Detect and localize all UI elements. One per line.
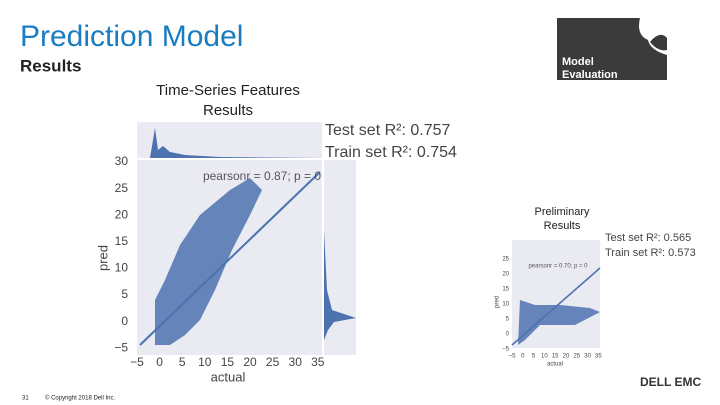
y-tick-label: 5 [506,317,510,323]
x-tick-label: −5 [509,354,517,360]
metric: Test set R²: 0.565 [605,232,691,244]
x-axis-label: actual [211,369,246,384]
caption: Results [544,220,581,232]
x-tick-label: −5 [130,355,144,369]
metric: Train set R²: 0.754 [325,144,457,161]
scatter-cloud [155,178,262,345]
badge-text: Evaluation [562,69,618,81]
x-tick-label: 5 [179,355,186,369]
y-tick-label: 25 [115,181,129,195]
x-tick-label: 35 [311,355,325,369]
y-tick-label: 25 [502,257,509,263]
caption: Results [203,102,253,119]
x-tick-label: 0 [521,354,525,360]
x-tick-label: 0 [156,355,163,369]
y-tick-label: 15 [115,234,129,248]
x-tick-label: 25 [266,355,280,369]
metric: Train set R²: 0.573 [605,247,696,259]
small-scatter-cloud [518,300,600,345]
y-tick-label: 30 [115,154,129,168]
caption: Time-Series Features [156,82,300,99]
metric: Test set R²: 0.757 [325,122,450,139]
x-axis-label: actual [547,362,563,368]
y-axis-label: pred [495,296,501,308]
annotation: pearsonr = 0.70; p = 0 [528,264,588,270]
y-tick-label: 20 [502,272,509,278]
x-tick-label: 35 [595,354,602,360]
x-tick-label: 10 [198,355,212,369]
y-tick-label: 10 [502,302,509,308]
top-histogram [150,128,322,158]
y-tick-label: −5 [502,347,510,353]
small-regression-line [511,267,601,346]
badge-icon-inner [650,34,667,51]
x-tick-label: 20 [563,354,570,360]
x-tick-label: 15 [552,354,559,360]
badge-text: Model [562,56,594,68]
page-number: 31 [22,396,29,402]
regression-line [139,171,321,346]
y-tick-label: 10 [115,261,129,275]
y-tick-label: −5 [114,340,128,354]
x-tick-label: 5 [532,354,536,360]
y-tick-label: 0 [121,314,128,328]
x-tick-label: 10 [541,354,548,360]
y-tick-label: 5 [121,287,128,301]
x-tick-label: 15 [221,355,235,369]
y-axis-label: pred [95,245,110,271]
x-tick-label: 20 [243,355,257,369]
subtitle: Results [20,56,81,75]
copyright: © Copyright 2018 Dell Inc. [45,395,115,402]
annotation: pearsonr = 0.87; p = 0 [203,169,321,183]
x-tick-label: 30 [289,355,303,369]
logo: DELL EMC [640,375,701,389]
y-tick-label: 0 [506,332,510,338]
y-tick-label: 20 [115,207,129,221]
x-tick-label: 30 [584,354,591,360]
y-tick-label: 15 [502,287,509,293]
caption: Preliminary [534,206,590,218]
right-histogram [324,230,356,340]
title: Prediction Model [20,20,243,53]
x-tick-label: 25 [573,354,580,360]
